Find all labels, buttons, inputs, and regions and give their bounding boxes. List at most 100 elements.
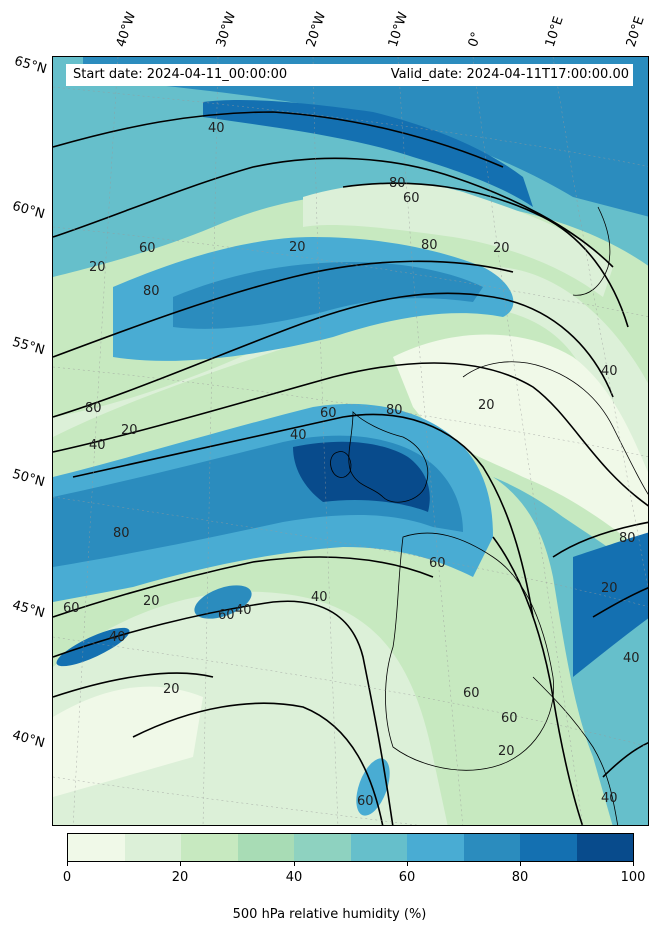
- colorbar-tick: [180, 862, 181, 866]
- colorbar-tick-label: 60: [398, 870, 416, 885]
- contour-label: 80: [619, 531, 636, 546]
- coastline-scandinavia: [462, 361, 648, 495]
- colorbar-tick-label: 80: [511, 870, 529, 885]
- lon-label: 10°W: [385, 10, 412, 49]
- contour-label: 60: [501, 711, 518, 726]
- contour-label: 20: [163, 682, 180, 697]
- contour-line: [72, 413, 534, 618]
- colorbar: [67, 833, 634, 862]
- very-wet-south: [293, 441, 430, 512]
- lon-label: 30°W: [213, 10, 240, 49]
- contour-line: [602, 742, 648, 778]
- wet-band-east: [573, 532, 648, 677]
- dry-tongue-north: [303, 182, 613, 297]
- graticule: [53, 57, 648, 825]
- contour-label: 80: [113, 526, 130, 541]
- contour-label: 40: [311, 590, 328, 605]
- coastline-ireland: [330, 451, 352, 478]
- contour-label-group: 20 60 80 40 20 80 60 20 80 20 40 80 40 6…: [63, 121, 640, 809]
- contour-line: [53, 556, 434, 618]
- contour-label: 60: [403, 191, 420, 206]
- date-header: Start date: 2024-04-11_00:00:00 Valid_da…: [66, 64, 633, 86]
- contour-label: 40: [290, 428, 307, 443]
- contour-label: 20: [498, 744, 515, 759]
- very-wet-north: [203, 100, 533, 207]
- contour-line: [53, 362, 648, 507]
- contour-label: 20: [493, 241, 510, 256]
- coastline-norway: [572, 206, 611, 296]
- lat-label: 40°N: [10, 727, 47, 752]
- contour-label: 40: [601, 791, 618, 806]
- lat-label: 65°N: [12, 53, 49, 78]
- contour-label: 60: [63, 601, 80, 616]
- contour-label: 40: [601, 364, 618, 379]
- wet-band-north: [83, 57, 648, 217]
- wet-cell-1: [194, 585, 252, 619]
- lon-label: 40°W: [113, 10, 140, 49]
- colorbar-segment: [237, 834, 294, 861]
- contour-label: 60: [139, 241, 156, 256]
- contour-line: [53, 111, 504, 168]
- coastline-italy: [532, 676, 619, 825]
- contour-label: 20: [289, 240, 306, 255]
- contour-label: 40: [235, 603, 252, 618]
- wet-band-mid: [173, 262, 483, 329]
- contour-label: 60: [463, 686, 480, 701]
- lon-label: 20°E: [623, 14, 648, 50]
- contour-label: 20: [121, 423, 138, 438]
- start-date-label: Start date: 2024-04-11_00:00:00: [73, 67, 288, 82]
- contour-label: 60: [218, 608, 235, 623]
- colorbar-segment: [407, 834, 464, 861]
- contour-label: 40: [623, 651, 640, 666]
- contour-label: 80: [143, 284, 160, 299]
- lat-label: 45°N: [10, 597, 47, 622]
- valid-date-label: Valid_date: 2024-04-11T17:00:00.00: [390, 67, 629, 82]
- colorbar-tick: [407, 862, 408, 866]
- very-dry-region: [53, 686, 203, 797]
- lat-label: 55°N: [10, 334, 47, 359]
- colorbar-segment: [294, 834, 351, 861]
- contour-label: 20: [89, 260, 106, 275]
- colorbar-tick-label: 100: [620, 870, 646, 885]
- contour-label: 80: [421, 238, 438, 253]
- colorbar-segment: [124, 834, 181, 861]
- contour-line: [53, 672, 214, 698]
- coastlines: [330, 206, 648, 825]
- contour-line: [53, 157, 614, 268]
- colorbar-tick-label: 40: [285, 870, 303, 885]
- lon-label: 10°E: [542, 14, 567, 50]
- lon-label: 0°: [465, 30, 485, 49]
- contour-label: 80: [85, 401, 102, 416]
- map-panel: 20 60 80 40 20 80 60 20 80 20 40 80 40 6…: [52, 56, 649, 826]
- contour-label: 80: [389, 176, 406, 191]
- contour-label: 40: [208, 121, 225, 136]
- contour-line: [552, 521, 648, 558]
- colorbar-segment: [181, 834, 238, 861]
- contour-label: 20: [601, 581, 618, 596]
- lon-label: 20°W: [303, 10, 330, 49]
- contour-label: 80: [386, 403, 403, 418]
- colorbar-tick: [520, 862, 521, 866]
- colorbar-segment: [463, 834, 520, 861]
- contour-line: [53, 600, 394, 825]
- colorbar-tick-label: 20: [171, 870, 189, 885]
- colorbar-tick-label: 0: [62, 870, 72, 885]
- humidity-map: 20 60 80 40 20 80 60 20 80 20 40 80 40 6…: [53, 57, 648, 825]
- contour-line: [53, 292, 614, 418]
- coastline-iberia-france: [385, 532, 555, 771]
- colorbar-segment: [576, 834, 633, 861]
- colorbar-tick: [294, 862, 295, 866]
- contour-label: 20: [478, 398, 495, 413]
- colorbar-title: 500 hPa relative humidity (%): [232, 907, 427, 922]
- colorbar-tick: [633, 862, 634, 866]
- contour-line: [342, 182, 629, 328]
- contour-label: 60: [429, 556, 446, 571]
- contour-label: 60: [320, 406, 337, 421]
- contour-label: 60: [357, 794, 374, 809]
- colorbar-segment: [520, 834, 577, 861]
- contour-line: [53, 260, 514, 358]
- contour-line: [132, 702, 384, 825]
- contour-line: [592, 586, 648, 618]
- lat-label: 60°N: [10, 198, 47, 223]
- lat-label: 50°N: [10, 466, 47, 491]
